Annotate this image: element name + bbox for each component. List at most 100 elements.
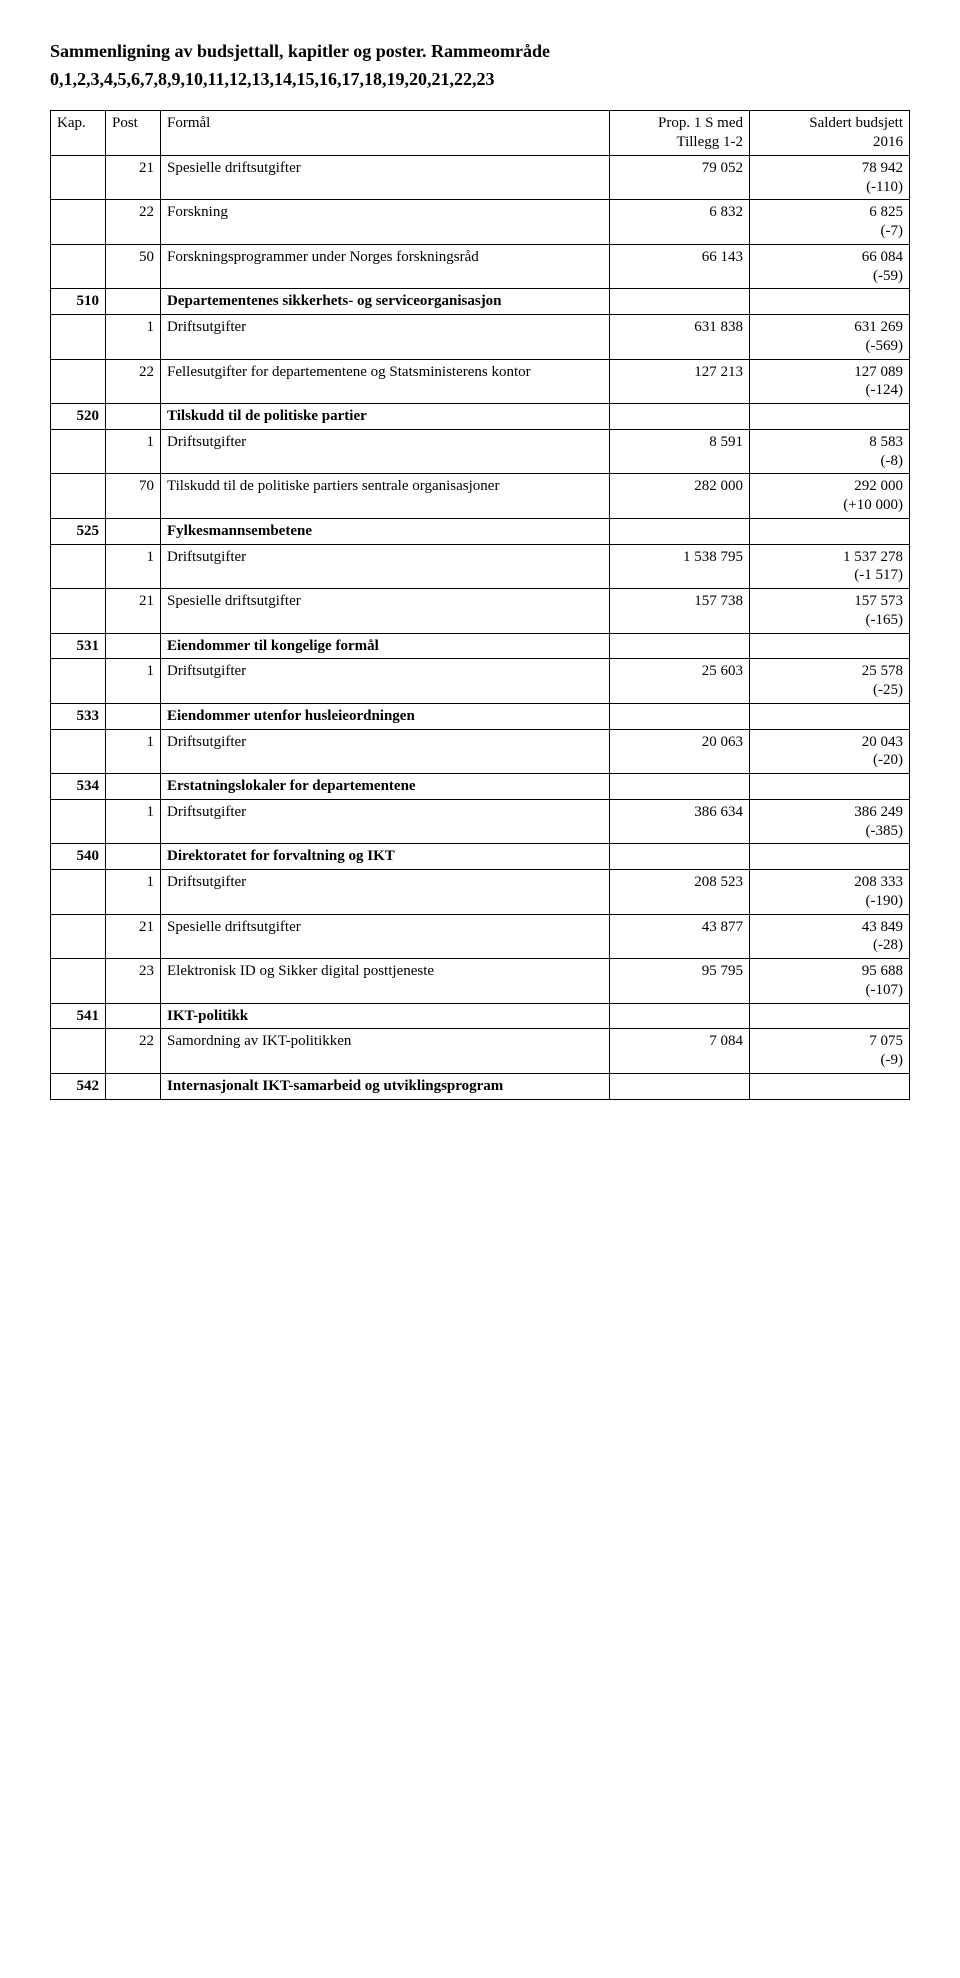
table-row: 21Spesielle driftsutgifter43 87743 849 (… [51,914,910,959]
table-row: 21Spesielle driftsutgifter79 05278 942 (… [51,155,910,200]
cell-kap [51,429,106,474]
cell-formal: Driftsutgifter [161,659,610,704]
cell-formal: Tilskudd til de politiske partiers sentr… [161,474,610,519]
cell-post: 70 [106,474,161,519]
cell-kap: 531 [51,633,106,659]
cell-prop [610,703,750,729]
cell-kap [51,244,106,289]
cell-formal: Tilskudd til de politiske partier [161,404,610,430]
cell-saldert [750,703,910,729]
col-header-kap: Kap. [51,111,106,156]
cell-post [106,518,161,544]
cell-formal: Forskningsprogrammer under Norges forskn… [161,244,610,289]
cell-post: 1 [106,315,161,360]
cell-formal: Driftsutgifter [161,429,610,474]
cell-prop: 386 634 [610,799,750,844]
cell-post: 1 [106,659,161,704]
cell-kap [51,155,106,200]
cell-saldert [750,1073,910,1099]
cell-formal: Spesielle driftsutgifter [161,589,610,634]
cell-post: 1 [106,729,161,774]
cell-saldert: 127 089 (-124) [750,359,910,404]
cell-kap [51,544,106,589]
cell-prop: 95 795 [610,959,750,1004]
col-header-prop-l2: Tillegg 1-2 [676,134,743,150]
cell-saldert: 78 942 (-110) [750,155,910,200]
col-header-saldert-l1: Saldert budsjett [809,115,903,131]
cell-saldert [750,774,910,800]
table-row: 531 Eiendommer til kongelige formål [51,633,910,659]
table-row: 520Tilskudd til de politiske partier [51,404,910,430]
table-row: 23Elektronisk ID og Sikker digital postt… [51,959,910,1004]
cell-formal: Eiendommer til kongelige formål [161,633,610,659]
cell-kap: 534 [51,774,106,800]
cell-kap [51,1029,106,1074]
cell-formal: Departementenes sikkerhets- og serviceor… [161,289,610,315]
table-row: 70Tilskudd til de politiske partiers sen… [51,474,910,519]
cell-prop: 157 738 [610,589,750,634]
table-row: 533Eiendommer utenfor husleieordningen [51,703,910,729]
cell-saldert: 157 573 (-165) [750,589,910,634]
cell-saldert: 66 084 (-59) [750,244,910,289]
table-row: 542Internasjonalt IKT-samarbeid og utvik… [51,1073,910,1099]
table-row: 22Samordning av IKT-politikken7 0847 075… [51,1029,910,1074]
cell-prop [610,1073,750,1099]
table-row: 1Driftsutgifter20 06320 043 (-20) [51,729,910,774]
cell-prop [610,518,750,544]
cell-post [106,774,161,800]
cell-saldert: 292 000 (+10 000) [750,474,910,519]
table-row: 50Forskningsprogrammer under Norges fors… [51,244,910,289]
table-row: 22Fellesutgifter for departementene og S… [51,359,910,404]
cell-post: 1 [106,799,161,844]
cell-kap [51,589,106,634]
table-row: 534Erstatningslokaler for departementene [51,774,910,800]
table-header-row: Kap. Post Formål Prop. 1 S med Tillegg 1… [51,111,910,156]
table-row: 541IKT-politikk [51,1003,910,1029]
cell-prop: 66 143 [610,244,750,289]
cell-formal: Driftsutgifter [161,870,610,915]
cell-formal: Elektronisk ID og Sikker digital posttje… [161,959,610,1004]
table-row: 1Driftsutgifter25 60325 578 (-25) [51,659,910,704]
cell-saldert: 6 825 (-7) [750,200,910,245]
table-row: 1Driftsutgifter386 634386 249 (-385) [51,799,910,844]
cell-kap: 540 [51,844,106,870]
cell-post [106,844,161,870]
cell-formal: Fylkesmannsembetene [161,518,610,544]
table-row: 1Driftsutgifter1 538 7951 537 278 (-1 51… [51,544,910,589]
cell-prop [610,289,750,315]
cell-formal: Samordning av IKT-politikken [161,1029,610,1074]
table-row: 525Fylkesmannsembetene [51,518,910,544]
cell-prop: 8 591 [610,429,750,474]
cell-prop [610,844,750,870]
page-subtitle: 0,1,2,3,4,5,6,7,8,9,10,11,12,13,14,15,16… [50,69,910,90]
cell-prop: 1 538 795 [610,544,750,589]
cell-formal: Spesielle driftsutgifter [161,155,610,200]
cell-kap [51,315,106,360]
cell-saldert: 95 688 (-107) [750,959,910,1004]
table-row: 510Departementenes sikkerhets- og servic… [51,289,910,315]
cell-post: 1 [106,544,161,589]
cell-kap: 533 [51,703,106,729]
cell-saldert: 25 578 (-25) [750,659,910,704]
table-row: 22Forskning6 8326 825 (-7) [51,200,910,245]
cell-kap [51,200,106,245]
budget-table: Kap. Post Formål Prop. 1 S med Tillegg 1… [50,110,910,1099]
cell-post: 21 [106,914,161,959]
cell-saldert [750,289,910,315]
cell-saldert: 43 849 (-28) [750,914,910,959]
cell-formal: Driftsutgifter [161,799,610,844]
cell-kap [51,659,106,704]
cell-kap [51,359,106,404]
cell-saldert: 20 043 (-20) [750,729,910,774]
cell-prop [610,774,750,800]
cell-saldert [750,1003,910,1029]
cell-post [106,633,161,659]
cell-post: 21 [106,155,161,200]
cell-prop [610,633,750,659]
table-row: 1Driftsutgifter208 523208 333 (-190) [51,870,910,915]
cell-kap: 542 [51,1073,106,1099]
cell-saldert [750,404,910,430]
cell-saldert [750,518,910,544]
cell-post: 22 [106,1029,161,1074]
cell-formal: Driftsutgifter [161,544,610,589]
